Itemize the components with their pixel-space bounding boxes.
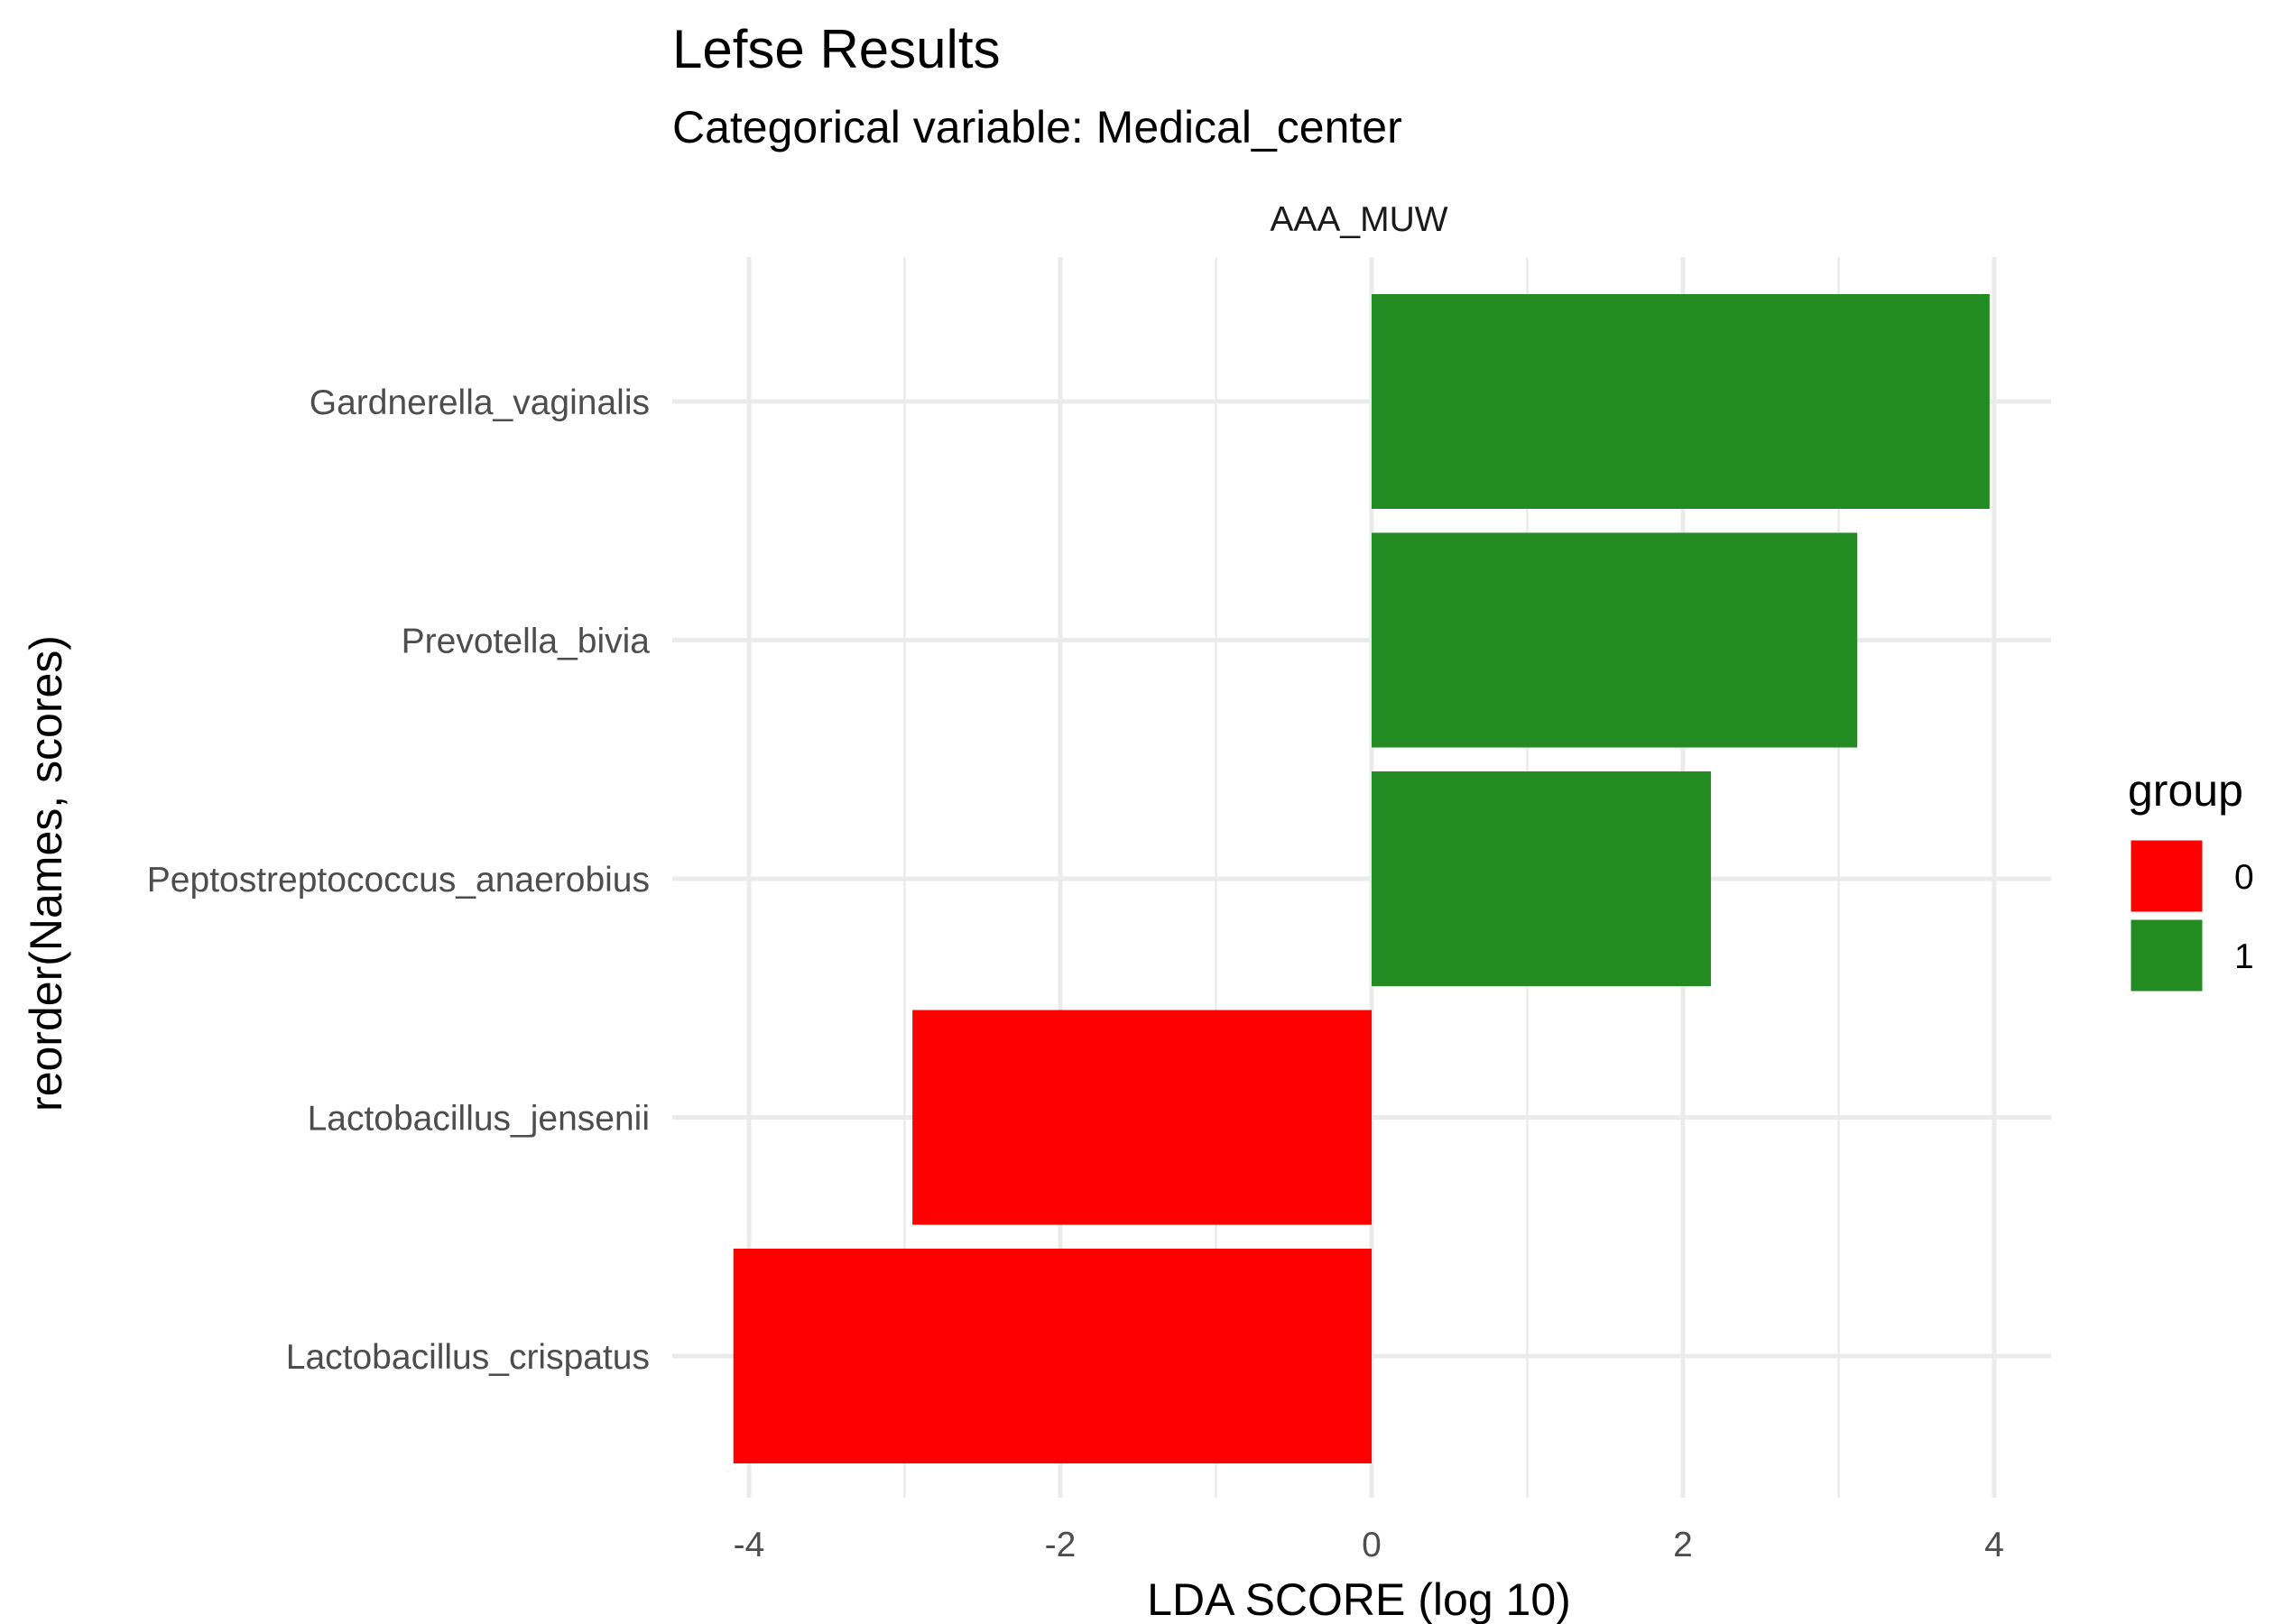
y-tick-label: Gardnerella_vaginalis xyxy=(310,383,650,422)
chart-title: Lefse Results xyxy=(672,19,1001,79)
x-tick-label: 0 xyxy=(1362,1526,1382,1564)
x-tick-label: 2 xyxy=(1673,1526,1693,1564)
y-tick-label: Prevotella_bivia xyxy=(402,623,651,661)
legend-key-label: 0 xyxy=(2234,858,2254,897)
bars xyxy=(733,294,1990,1463)
legend: group 01 xyxy=(2128,765,2254,994)
y-tick-labels: Gardnerella_vaginalis Prevotella_bivia Pep… xyxy=(147,383,651,1377)
legend-entries: 01 xyxy=(2128,837,2254,994)
x-tick-label: -2 xyxy=(1045,1526,1077,1564)
chart-subtitle: Categorical variable: Medical_center xyxy=(672,102,1402,152)
legend-key-swatch xyxy=(2128,917,2205,994)
bar-peptostreptococcus-anaerobius xyxy=(1372,771,1712,986)
x-tick-label: 4 xyxy=(1984,1526,2004,1564)
bar-gardnerella-vaginalis xyxy=(1372,294,1990,509)
y-axis-title: reorder(Names, scores) xyxy=(21,635,71,1112)
bar-prevotella-bivia xyxy=(1372,532,1858,748)
legend-title: group xyxy=(2128,765,2243,816)
y-tick-label: Lactobacillus_jensenii xyxy=(308,1100,650,1139)
legend-key-swatch xyxy=(2128,837,2205,915)
bar-lactobacillus-crispatus xyxy=(733,1249,1372,1463)
y-tick-label: Peptostreptococcus_anaerobius xyxy=(147,861,650,900)
x-axis-title: LDA SCORE (log 10) xyxy=(1147,1574,1571,1624)
x-tick-label: -4 xyxy=(734,1526,765,1564)
legend-key-label: 1 xyxy=(2234,937,2254,976)
facet-strip-label: AAA_MUW xyxy=(1270,200,1447,239)
x-tick-labels: -4 -2 0 2 4 xyxy=(734,1526,2004,1564)
y-tick-label: Lactobacillus_crispatus xyxy=(286,1338,650,1377)
bar-lactobacillus-jensenii xyxy=(912,1010,1372,1225)
